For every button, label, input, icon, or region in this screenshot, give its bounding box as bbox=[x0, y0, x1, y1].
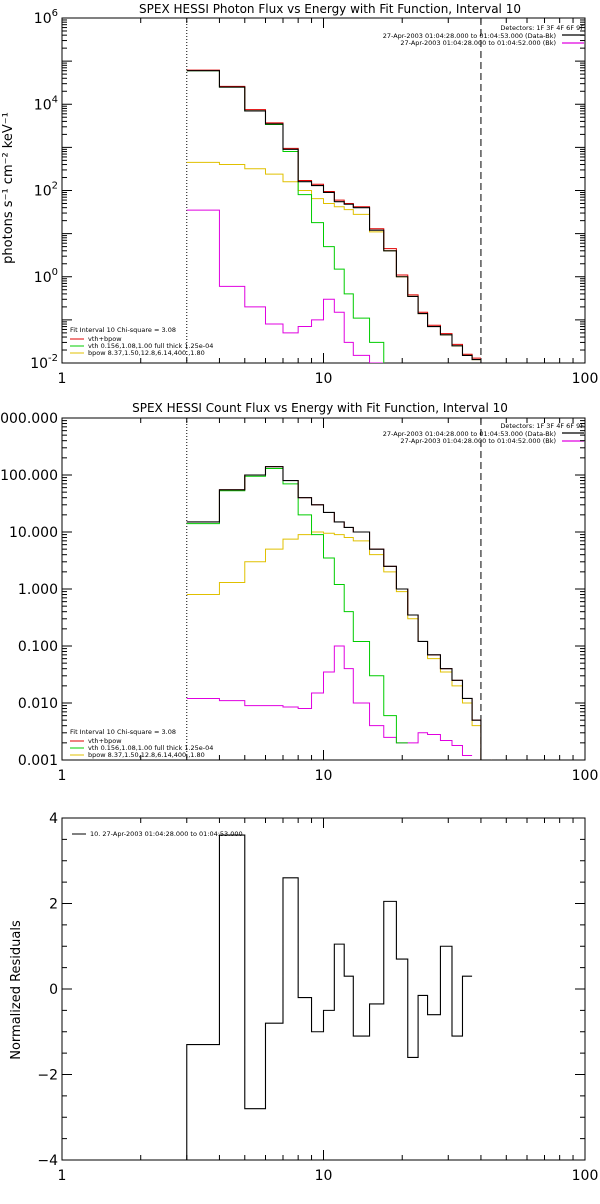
photon-y-tick-label: 102 bbox=[34, 181, 58, 200]
residuals-y-axis-label: Normalized Residuals bbox=[9, 920, 24, 1060]
photon-y-tick-label: 104 bbox=[34, 94, 58, 113]
resid-y-tick-label: −4 bbox=[37, 1153, 58, 1169]
photon-x-tick-label: 1 bbox=[58, 371, 67, 387]
resid-x-tick-label: 100 bbox=[572, 1168, 599, 1184]
photon-y-axis-label: photons s⁻¹ cm⁻² keV⁻¹ bbox=[1, 112, 16, 264]
count-legend-data-interval: 27-Apr-2003 01:04:28.000 to 01:04:53.000… bbox=[383, 430, 556, 438]
photon-legend-bk-interval: 27-Apr-2003 01:04:28.000 to 01:04:52.000… bbox=[400, 39, 556, 47]
count-series-data bbox=[186, 466, 492, 760]
count-x-tick-label: 1 bbox=[58, 768, 67, 784]
resid-y-tick-label: 4 bbox=[49, 811, 58, 827]
photon-x-tick-label: 100 bbox=[572, 371, 599, 387]
count-y-tick-label: 100.000 bbox=[0, 468, 58, 484]
resid-y-tick-label: 0 bbox=[49, 982, 58, 998]
resid-x-tick-label: 1 bbox=[58, 1168, 67, 1184]
resid-y-tick-label: −2 bbox=[37, 1068, 58, 1084]
count-legend-bk-interval: 27-Apr-2003 01:04:28.000 to 01:04:52.000… bbox=[400, 437, 556, 445]
photon-panel-title: SPEX HESSI Photon Flux vs Energy with Fi… bbox=[139, 2, 521, 16]
count-legend-bottom: Fit Interval 10 Chi-square = 3.08 vth+bp… bbox=[70, 728, 213, 759]
count-legend-bpow: bpow 8.37,1.50,12.8,6.14,400.,1.80 bbox=[88, 751, 205, 759]
photon-y-tick-label: 100 bbox=[34, 267, 58, 286]
resid-plot-frame bbox=[61, 817, 586, 1161]
count-x-tick-label: 10 bbox=[315, 768, 333, 784]
photon-flux-panel: SPEX HESSI Photon Flux vs Energy with Fi… bbox=[1, 2, 599, 387]
photon-x-tick-label: 10 bbox=[315, 371, 333, 387]
count-series-total bbox=[186, 466, 492, 760]
count-y-tick-label: 0.010 bbox=[18, 696, 58, 712]
count-y-tick-label: 1.000 bbox=[18, 582, 58, 598]
photon-legend-vth: vth 0.156,1.08,1.00 full thick 1.25e-04 bbox=[88, 342, 213, 350]
photon-legend-bottom: Fit Interval 10 Chi-square = 3.08 vth+bp… bbox=[70, 326, 213, 357]
resid-y-tick-label: 2 bbox=[49, 897, 58, 913]
photon-legend-total: vth+bpow bbox=[88, 335, 122, 343]
count-series-vth bbox=[186, 468, 408, 744]
resid-series-data bbox=[186, 834, 473, 1160]
count-x-tick-label: 100 bbox=[572, 768, 599, 784]
count-legend-vth: vth 0.156,1.08,1.00 full thick 1.25e-04 bbox=[88, 744, 213, 752]
count-series-group bbox=[186, 466, 492, 760]
count-panel-title: SPEX HESSI Count Flux vs Energy with Fit… bbox=[132, 401, 508, 415]
count-series-sep bbox=[186, 645, 473, 756]
count-plot-frame bbox=[61, 417, 586, 761]
residuals-panel: Normalized Residuals 10. 27-Apr-2003 01:… bbox=[9, 811, 598, 1184]
count-y-tick-label: 0.001 bbox=[18, 753, 58, 769]
resid-series-group bbox=[186, 834, 473, 1160]
count-flux-panel: SPEX HESSI Count Flux vs Energy with Fit… bbox=[0, 401, 598, 784]
photon-y-tick-label: 106 bbox=[34, 8, 58, 27]
photon-legend-data-interval: 27-Apr-2003 01:04:28.000 to 01:04:53.000… bbox=[383, 32, 556, 40]
residuals-legend: 10. 27-Apr-2003 01:04:28.000 to 01:04:53… bbox=[72, 830, 243, 838]
count-legend-fit-interval: Fit Interval 10 Chi-square = 3.08 bbox=[70, 728, 176, 736]
count-legend-top: Detectors: 1F 3F 4F 6F 9F 27-Apr-2003 01… bbox=[383, 422, 585, 445]
resid-x-tick-label: 10 bbox=[315, 1168, 333, 1184]
photon-legend-fit-interval: Fit Interval 10 Chi-square = 3.08 bbox=[70, 326, 176, 334]
photon-legend-detectors: Detectors: 1F 3F 4F 6F 9F bbox=[500, 24, 584, 32]
photon-y-tick-label: 10-2 bbox=[30, 353, 58, 372]
photon-series-total bbox=[186, 69, 481, 359]
residuals-legend-interval: 10. 27-Apr-2003 01:04:28.000 to 01:04:53… bbox=[90, 830, 243, 838]
count-legend-detectors: Detectors: 1F 3F 4F 6F 9F bbox=[500, 422, 584, 430]
photon-legend-top: Detectors: 1F 3F 4F 6F 9F 27-Apr-2003 01… bbox=[383, 24, 585, 47]
photon-series-data bbox=[186, 70, 481, 361]
photon-series-group bbox=[186, 69, 481, 363]
count-y-tick-label: 10.000 bbox=[9, 525, 58, 541]
count-legend-total: vth+bpow bbox=[88, 737, 122, 745]
count-y-tick-label: 0.100 bbox=[18, 639, 58, 655]
photon-series-sep bbox=[186, 209, 385, 363]
photon-legend-bpow: bpow 8.37,1.50,12.8,6.14,400.,1.80 bbox=[88, 349, 205, 357]
